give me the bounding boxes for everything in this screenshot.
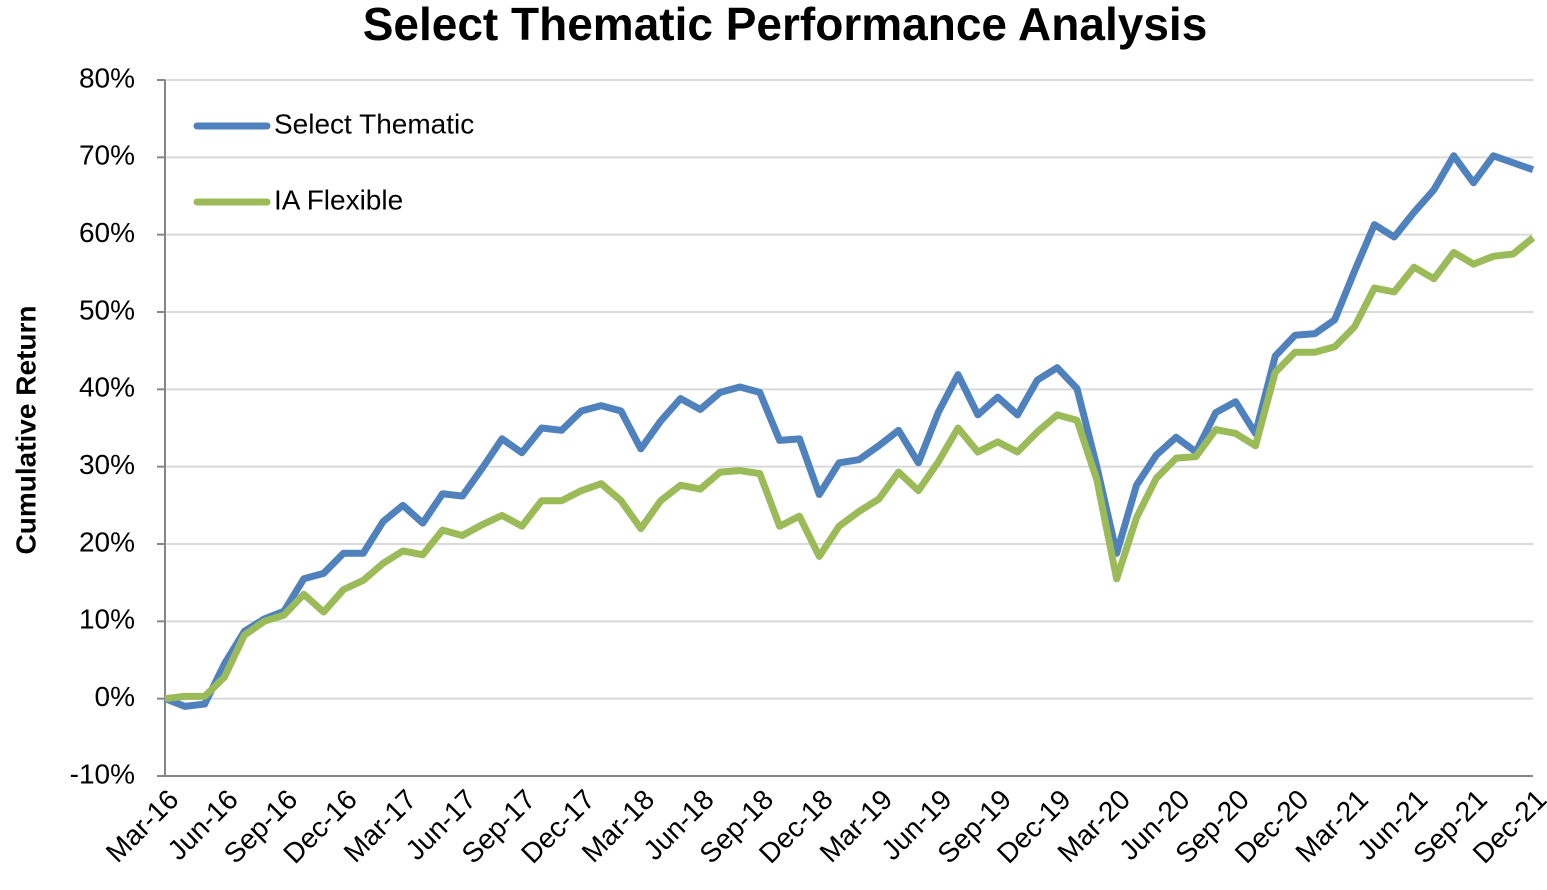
chart-title: Select Thematic Performance Analysis: [363, 0, 1208, 50]
y-tick-label: 30%: [79, 449, 135, 480]
y-tick-label: 0%: [95, 681, 135, 712]
y-tick-label: 10%: [79, 604, 135, 635]
series-line: [164, 235, 1536, 703]
y-tick-label: 60%: [79, 217, 135, 248]
series-line: [163, 152, 1535, 710]
y-tick-label: 50%: [79, 294, 135, 325]
y-tick-label: 80%: [79, 62, 135, 93]
y-tick-label: 70%: [79, 140, 135, 171]
y-tick-label: -10%: [70, 758, 135, 789]
y-tick-label: 20%: [79, 526, 135, 557]
y-tick-label: 40%: [79, 372, 135, 403]
y-axis-label: Cumulative Return: [10, 306, 41, 555]
legend-label: Select Thematic: [274, 108, 474, 139]
legend-label: IA Flexible: [274, 184, 403, 215]
